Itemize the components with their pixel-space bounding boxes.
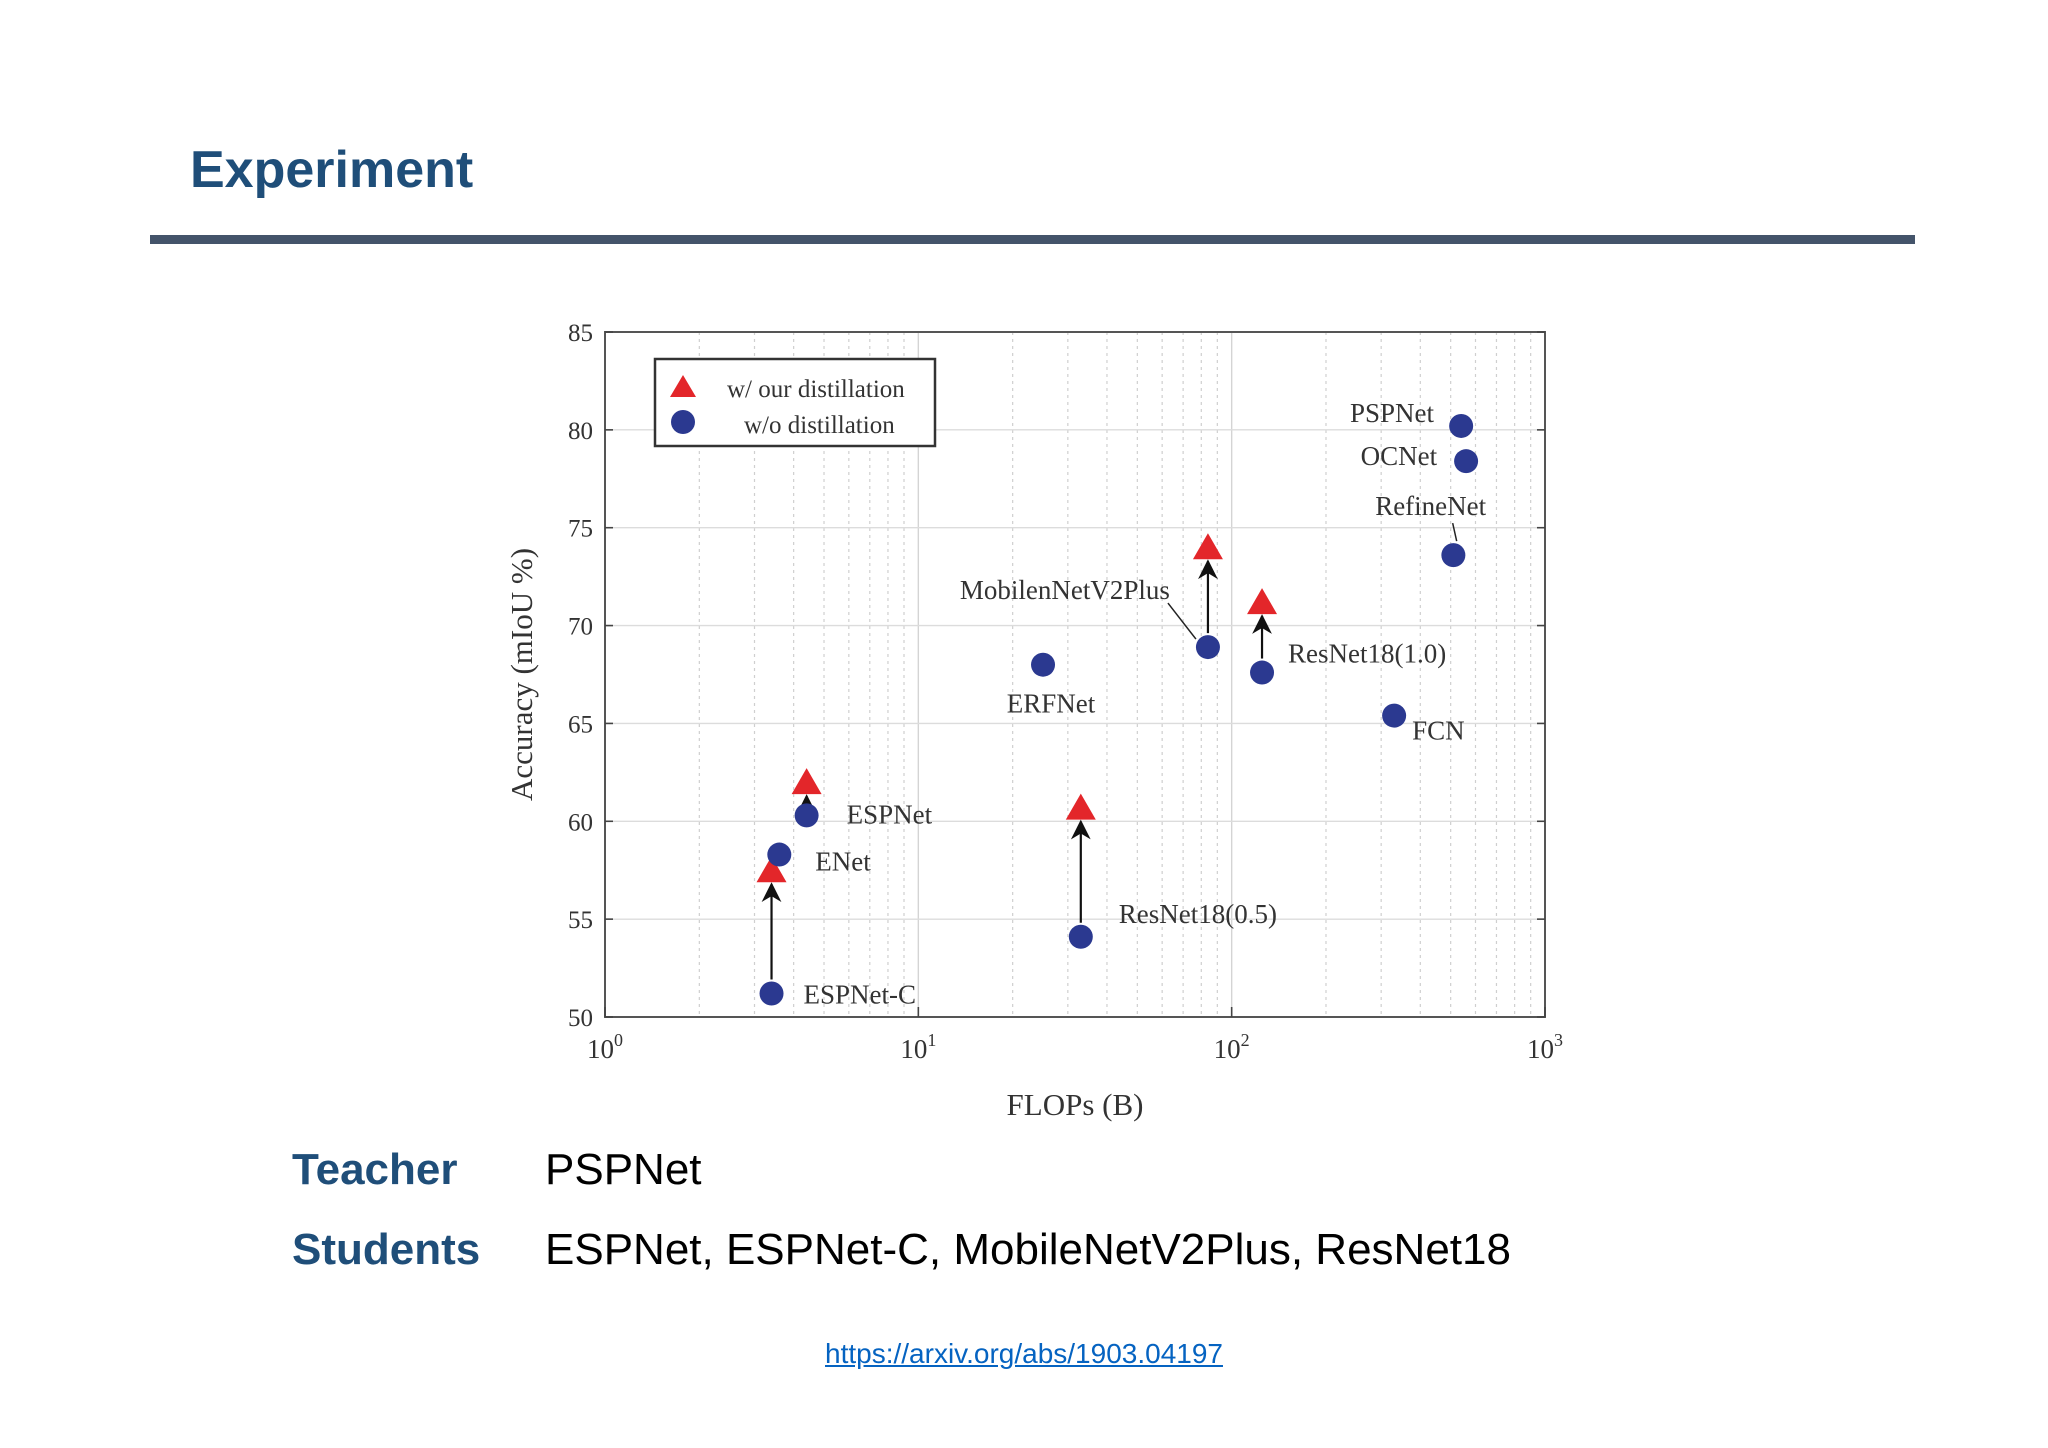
baseline-point-marker xyxy=(1195,635,1220,660)
point-label: PSPNet xyxy=(1350,398,1435,428)
chart-legend: w/ our distillation w/o distillation xyxy=(653,357,937,448)
slide-title: Experiment xyxy=(190,141,474,199)
legend-label-baseline: w/o distillation xyxy=(744,412,895,439)
y-tick-label: 75 xyxy=(568,516,593,543)
point-label: ESPNet xyxy=(847,799,933,829)
x-tick-label: 103 xyxy=(1527,1030,1563,1064)
teacher-value: PSPNet xyxy=(545,1145,702,1194)
distilled-point-marker xyxy=(756,856,787,883)
arxiv-link[interactable]: https://arxiv.org/abs/1903.04197 xyxy=(825,1338,1223,1369)
legend-triangle-icon xyxy=(670,375,696,397)
distilled-point-marker xyxy=(1065,793,1096,820)
distilled-point-marker xyxy=(1192,533,1223,560)
baseline-point-marker xyxy=(1454,449,1479,474)
y-tick-label: 60 xyxy=(568,809,593,836)
legend-box xyxy=(653,357,937,448)
baseline-point-marker xyxy=(1031,652,1056,677)
plot-frame xyxy=(604,331,1546,1018)
x-axis-label: FLOPs (B) xyxy=(1007,1087,1144,1122)
point-label: ESPNet-C xyxy=(804,980,917,1010)
point-label: ENet xyxy=(815,847,871,877)
legend-label-distilled: w/ our distillation xyxy=(727,376,905,403)
baseline-point-marker xyxy=(1068,924,1093,949)
label-leader-line xyxy=(1167,602,1197,640)
y-tick-label: 70 xyxy=(568,614,593,641)
y-tick-label: 55 xyxy=(568,907,593,934)
improvement-arrows xyxy=(761,559,1272,980)
baseline-point-marker xyxy=(1382,703,1407,728)
teacher-label: Teacher xyxy=(292,1145,458,1194)
point-label: OCNet xyxy=(1361,441,1438,471)
y-tick-label: 85 xyxy=(568,320,593,347)
point-labels: PSPNet OCNet RefineNet MobilenNetV2Plus ResN… xyxy=(804,398,1487,1010)
y-tick-label: 65 xyxy=(568,711,593,738)
x-tick-label: 102 xyxy=(1214,1030,1250,1064)
label-leader-line xyxy=(1451,522,1458,542)
point-label: ERFNet xyxy=(1007,689,1096,719)
point-label: RefineNet xyxy=(1375,491,1486,521)
baseline-point-marker xyxy=(794,803,819,828)
distilled-point-marker xyxy=(791,768,822,795)
y-tick-label: 80 xyxy=(568,418,593,445)
students-label: Students xyxy=(292,1225,481,1274)
data-points xyxy=(756,413,1479,1006)
x-tick-label: 100 xyxy=(587,1030,623,1064)
source-link-container: https://arxiv.org/abs/1903.04197 xyxy=(0,1338,2048,1370)
y-tick-label: 50 xyxy=(568,1005,593,1032)
students-value: ESPNet, ESPNet-C, MobileNetV2Plus, ResNe… xyxy=(545,1225,1511,1274)
x-tick-label: 101 xyxy=(900,1030,936,1064)
baseline-point-marker xyxy=(1441,543,1466,568)
legend-circle-icon xyxy=(671,410,695,434)
y-axis-label: Accuracy (mIoU %) xyxy=(504,548,539,801)
baseline-point-marker xyxy=(767,842,792,867)
baseline-point-marker xyxy=(1250,660,1275,685)
distilled-point-marker xyxy=(1247,588,1278,615)
baseline-point-marker xyxy=(759,981,784,1006)
point-label: ResNet18(0.5) xyxy=(1119,899,1277,929)
flops-accuracy-scatter-chart: 50 55 60 65 70 75 80 85 100 101 102 103 PSPNet OCNet… xyxy=(504,320,1563,1122)
point-label: ResNet18(1.0) xyxy=(1288,639,1446,669)
point-label: FCN xyxy=(1412,716,1465,746)
title-divider xyxy=(150,235,1915,244)
baseline-point-marker xyxy=(1449,413,1474,438)
axis-ticks: 50 55 60 65 70 75 80 85 100 101 102 103 xyxy=(568,320,1563,1064)
point-label: MobilenNetV2Plus xyxy=(960,575,1170,605)
